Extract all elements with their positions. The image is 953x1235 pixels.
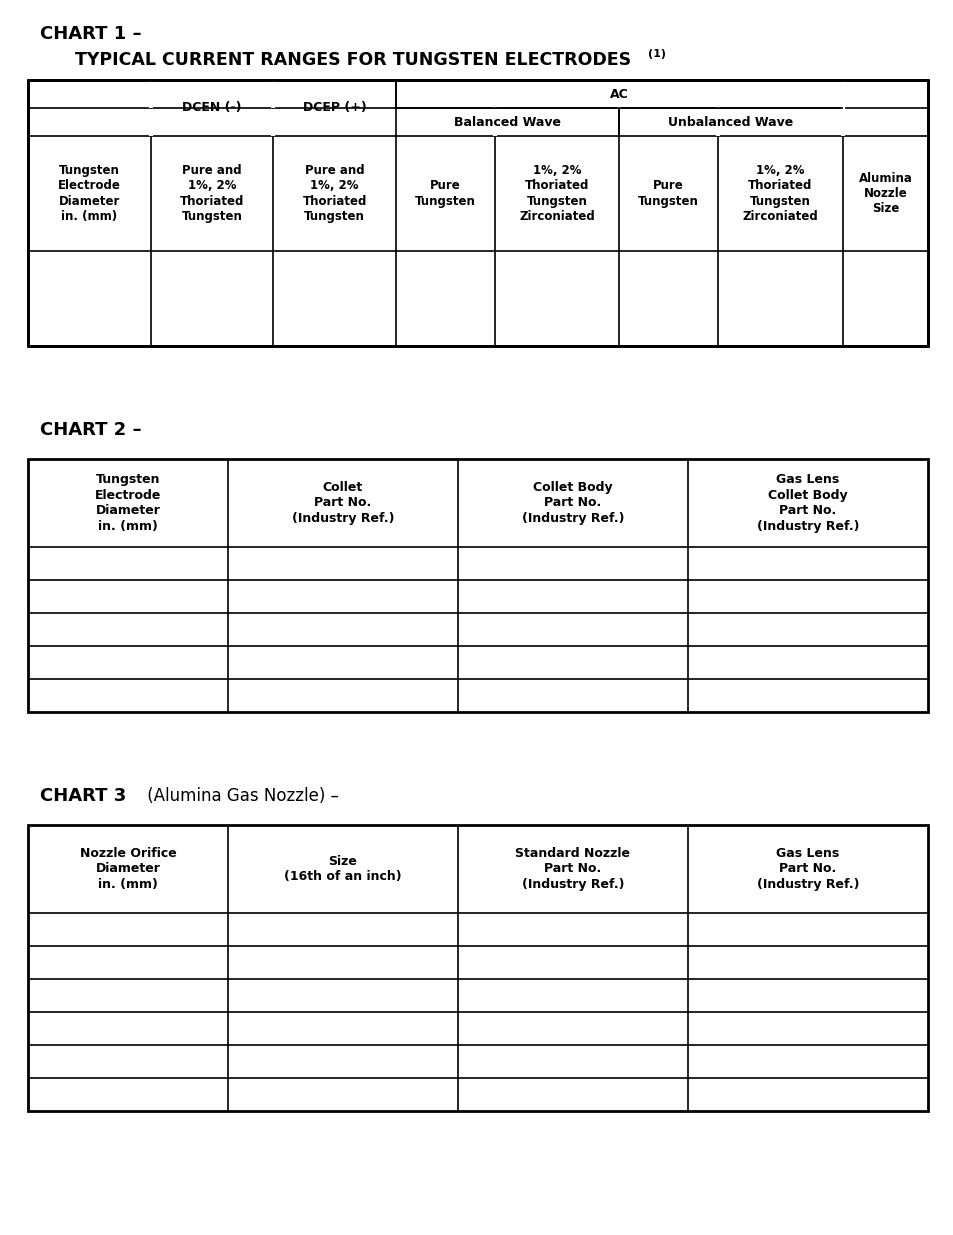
Bar: [28, 825, 927, 1112]
Text: Balanced Wave: Balanced Wave: [454, 116, 560, 128]
Text: Pure and
1%, 2%
Thoriated
Tungsten: Pure and 1%, 2% Thoriated Tungsten: [179, 164, 244, 224]
Text: Pure
Tungsten: Pure Tungsten: [638, 179, 699, 207]
Bar: [28, 459, 927, 713]
Text: TYPICAL CURRENT RANGES FOR TUNGSTEN ELECTRODES: TYPICAL CURRENT RANGES FOR TUNGSTEN ELEC…: [75, 51, 631, 69]
Text: (1): (1): [647, 49, 665, 59]
Text: DCEP (+): DCEP (+): [302, 101, 366, 115]
Text: CHART 1 –: CHART 1 –: [40, 25, 141, 43]
Text: DCEN (-): DCEN (-): [182, 101, 241, 115]
Text: CHART 3: CHART 3: [40, 787, 126, 805]
Text: Gas Lens
Part No.
(Industry Ref.): Gas Lens Part No. (Industry Ref.): [756, 847, 859, 890]
Text: 1%, 2%
Thoriated
Tungsten
Zirconiated: 1%, 2% Thoriated Tungsten Zirconiated: [741, 164, 818, 224]
Text: Tungsten
Electrode
Diameter
in. (mm): Tungsten Electrode Diameter in. (mm): [58, 164, 121, 224]
Text: 1%, 2%
Thoriated
Tungsten
Zirconiated: 1%, 2% Thoriated Tungsten Zirconiated: [518, 164, 595, 224]
Text: Gas Lens
Collet Body
Part No.
(Industry Ref.): Gas Lens Collet Body Part No. (Industry …: [756, 473, 859, 532]
Text: AC: AC: [609, 88, 628, 100]
Text: Size
(16th of an inch): Size (16th of an inch): [284, 855, 401, 883]
Text: CHART 2 –: CHART 2 –: [40, 421, 141, 438]
Text: Unbalanced Wave: Unbalanced Wave: [668, 116, 793, 128]
Text: Collet
Part No.
(Industry Ref.): Collet Part No. (Industry Ref.): [292, 480, 394, 525]
Text: Tungsten
Electrode
Diameter
in. (mm): Tungsten Electrode Diameter in. (mm): [94, 473, 161, 532]
Text: (Alumina Gas Nozzle) –: (Alumina Gas Nozzle) –: [142, 787, 338, 805]
Text: Alumina
Nozzle
Size: Alumina Nozzle Size: [858, 172, 911, 215]
Text: Pure and
1%, 2%
Thoriated
Tungsten: Pure and 1%, 2% Thoriated Tungsten: [302, 164, 366, 224]
Bar: [28, 80, 927, 346]
Text: Standard Nozzle
Part No.
(Industry Ref.): Standard Nozzle Part No. (Industry Ref.): [515, 847, 630, 890]
Text: Pure
Tungsten: Pure Tungsten: [415, 179, 476, 207]
Text: Nozzle Orifice
Diameter
in. (mm): Nozzle Orifice Diameter in. (mm): [79, 847, 176, 890]
Text: Collet Body
Part No.
(Industry Ref.): Collet Body Part No. (Industry Ref.): [521, 480, 623, 525]
